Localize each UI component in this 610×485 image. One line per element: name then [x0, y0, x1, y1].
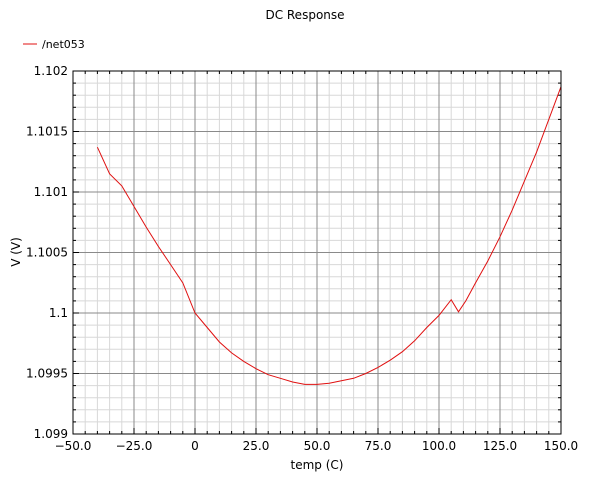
y-tick-label: 1.101 — [34, 185, 68, 199]
legend: /net053 — [23, 38, 85, 51]
x-tick-label: −25.0 — [116, 439, 153, 453]
y-tick-label: 1.1005 — [26, 246, 68, 260]
y-tick-label: 1.102 — [34, 64, 68, 78]
x-tick-label: 50.0 — [304, 439, 331, 453]
x-tick-labels: −50.0 −25.0 0 25.0 50.0 75.0 100.0 125.0 150.0 — [55, 439, 579, 453]
x-tick-label: 150.0 — [544, 439, 578, 453]
x-tick-label: 100.0 — [422, 439, 456, 453]
x-tick-label: 75.0 — [365, 439, 392, 453]
x-tick-label: 0 — [191, 439, 199, 453]
x-tick-label: 25.0 — [243, 439, 270, 453]
x-axis-label: temp (C) — [291, 458, 344, 472]
series-line-net053 — [96, 86, 562, 385]
y-tick-label: 1.1 — [49, 306, 68, 320]
series-layer — [96, 86, 562, 385]
y-tick-label: 1.1015 — [26, 125, 68, 139]
legend-label-net053: /net053 — [42, 38, 85, 51]
y-tick-labels: 1.099 1.0995 1.1 1.1005 1.101 1.1015 1.102 — [26, 64, 68, 441]
x-tick-label: −50.0 — [55, 439, 92, 453]
y-tick-label: 1.099 — [34, 427, 68, 441]
plot-frame — [72, 70, 562, 435]
y-tick-label: 1.0995 — [26, 367, 68, 381]
y-axis-label: V (V) — [9, 237, 23, 267]
x-tick-label: 125.0 — [483, 439, 517, 453]
chart-title: DC Response — [265, 8, 344, 22]
